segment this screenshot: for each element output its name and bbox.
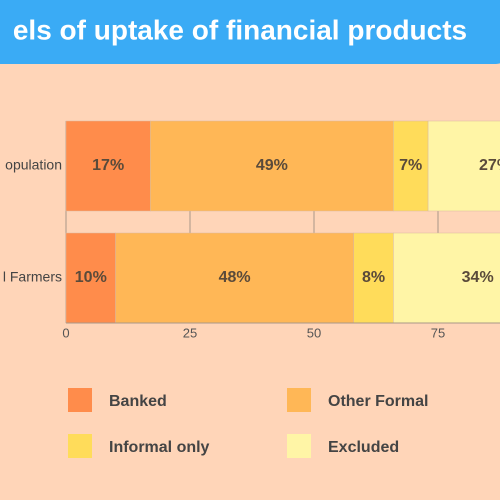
legend-label: Excluded bbox=[328, 439, 399, 456]
data-label: 34% bbox=[462, 269, 494, 286]
legend-swatch bbox=[287, 434, 311, 458]
data-label: 8% bbox=[362, 269, 385, 286]
data-label: 17% bbox=[92, 157, 124, 174]
data-label: 10% bbox=[75, 269, 107, 286]
data-label: 7% bbox=[399, 157, 422, 174]
x-tick-label: 25 bbox=[183, 325, 197, 340]
x-tick-label: 50 bbox=[307, 325, 321, 340]
legend-label: Other Formal bbox=[328, 393, 428, 410]
bar-segment bbox=[65, 120, 151, 212]
legend-swatch bbox=[68, 388, 92, 412]
bar-segment bbox=[353, 232, 394, 324]
x-tick-label: 0 bbox=[62, 325, 69, 340]
data-label: 27% bbox=[479, 157, 500, 174]
bar-segment bbox=[393, 120, 429, 212]
title-banner bbox=[0, 0, 500, 64]
data-label: 49% bbox=[256, 157, 288, 174]
bar-segment bbox=[65, 232, 116, 324]
legend-swatch bbox=[68, 434, 92, 458]
data-label: 48% bbox=[219, 269, 251, 286]
chart-title: els of uptake of financial products bbox=[13, 14, 467, 45]
legend-label: Informal only bbox=[109, 439, 210, 456]
bar-segment bbox=[427, 120, 500, 212]
y-tick-label: opulation bbox=[5, 157, 62, 173]
bar-segment bbox=[393, 232, 500, 324]
legend-swatch bbox=[287, 388, 311, 412]
x-tick-label: 75 bbox=[431, 325, 445, 340]
y-tick-label: l Farmers bbox=[3, 269, 62, 285]
bar-segment bbox=[150, 120, 394, 212]
legend-label: Banked bbox=[109, 393, 167, 410]
bar-segment bbox=[115, 232, 354, 324]
